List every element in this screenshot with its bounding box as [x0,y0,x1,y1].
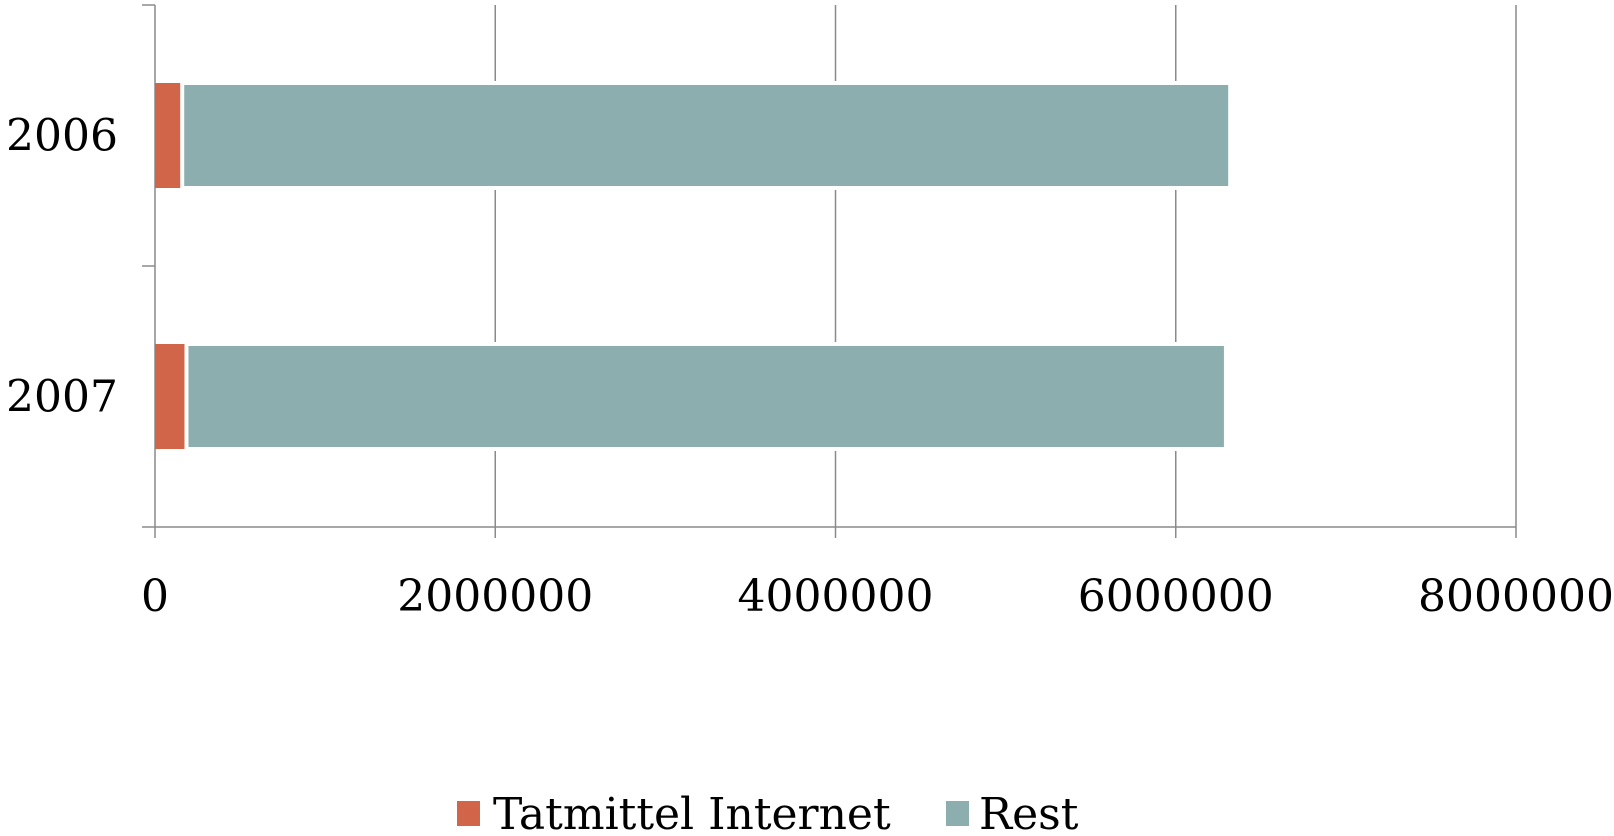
y-category-label: 2007 [6,372,118,423]
legend-label: Rest [979,789,1079,836]
legend-swatch-tatmittel-internet [457,801,480,826]
x-tick-label: 2000000 [397,571,593,622]
y-axis-labels: 2006 2007 [6,111,118,423]
bar-rest-2007 [184,342,1228,451]
bar-tatmittel-internet-2007 [155,344,187,449]
x-tick-label: 8000000 [1418,571,1614,622]
x-tick-label: 0 [141,571,169,622]
x-tick-label: 6000000 [1078,571,1274,622]
x-axis-tick-labels: 0 2000000 4000000 6000000 8000000 [141,571,1614,622]
legend: Tatmittel Internet Rest [457,789,1079,836]
x-tick-label: 4000000 [738,571,934,622]
y-category-label: 2006 [6,111,118,162]
bars [155,81,1233,451]
bar-rest-2006 [180,81,1233,190]
legend-swatch-rest [946,801,969,826]
legend-label: Tatmittel Internet [493,789,891,836]
bar-tatmittel-internet-2006 [155,83,183,188]
